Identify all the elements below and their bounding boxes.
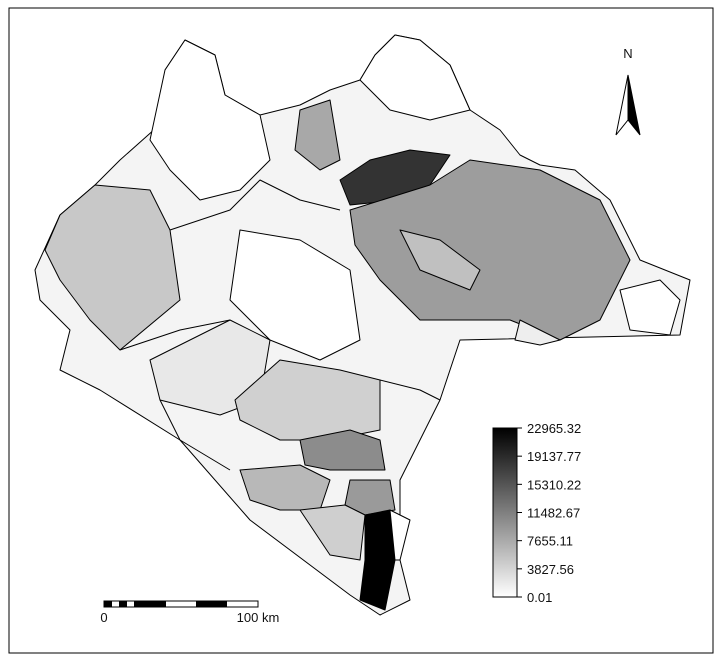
region	[234, 359, 381, 441]
region	[299, 429, 386, 471]
scale-start: 0	[100, 610, 107, 625]
region	[619, 279, 681, 336]
legend-tick-label: 7655.11	[527, 534, 573, 549]
legend-tick-label: 22965.32	[527, 421, 581, 436]
scale-bar-frame	[103, 600, 259, 608]
region	[389, 509, 411, 561]
north-arrow: N	[615, 46, 641, 136]
north-label: N	[623, 46, 632, 61]
legend: 22965.32 19137.77 15310.22 11482.67 7655.11 3…	[492, 421, 581, 605]
region	[44, 184, 181, 351]
region	[359, 34, 471, 121]
scale-bar-segment	[134, 601, 166, 607]
legend-tick-label: 3827.56	[527, 562, 574, 577]
boundary	[169, 179, 341, 231]
boundary	[159, 399, 231, 471]
legend-tick-label: 0.01	[527, 590, 552, 605]
region	[149, 39, 271, 201]
legend-tick-label: 19137.77	[527, 449, 581, 464]
map	[34, 34, 691, 616]
legend-bar	[492, 427, 518, 598]
boundary	[119, 319, 231, 351]
region	[349, 159, 631, 341]
boundary	[379, 379, 441, 401]
scale-end: 100 km	[237, 610, 280, 625]
region	[294, 99, 341, 171]
region	[229, 229, 361, 361]
legend-tick-label: 11482.67	[527, 505, 580, 520]
legend-tick-label: 15310.22	[527, 477, 581, 492]
arrow-right	[627, 74, 641, 136]
scale-bar-segment	[196, 601, 227, 607]
region	[339, 149, 451, 206]
region	[399, 229, 481, 291]
region	[299, 504, 366, 561]
scale-bar-segment	[104, 601, 112, 607]
region	[514, 319, 561, 346]
scale-bar-segment	[119, 601, 127, 607]
scale-bar: 0 100 km	[100, 600, 280, 625]
